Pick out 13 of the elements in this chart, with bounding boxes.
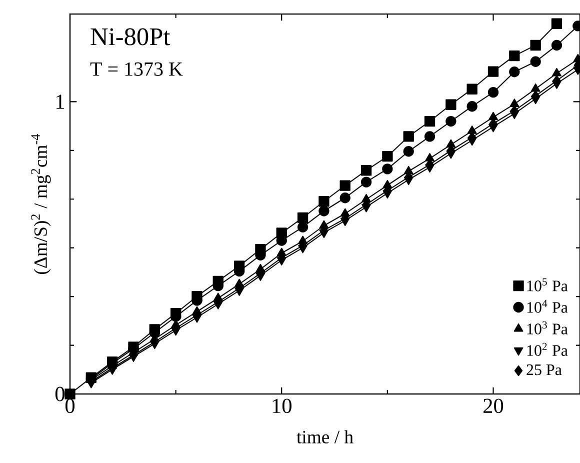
- x-axis-title: time / h: [296, 430, 354, 444]
- y-tick-label: 1: [56, 94, 64, 109]
- legend-label: 10$^{3}$ Pa: [527, 321, 568, 334]
- x-tick-label: 20: [484, 398, 504, 414]
- legend-label: 10$^{5}$ Pa: [527, 278, 568, 292]
- legend-label: 10$^{4}$ Pa: [527, 300, 568, 313]
- legend-label: 10$^{2}$ Pa: [527, 342, 568, 356]
- x-tick-label: 0: [65, 398, 75, 414]
- legend-label: 25 Pa: [526, 364, 562, 376]
- annotation: Ni-80Pt: [90, 28, 170, 46]
- x-tick-label: 10: [272, 398, 292, 414]
- y-axis-title: (Δm/S)$^{2}$ / mg$^{2}$cm$^{-4}$: [31, 134, 51, 274]
- annotation: T = 1373 K: [90, 62, 183, 76]
